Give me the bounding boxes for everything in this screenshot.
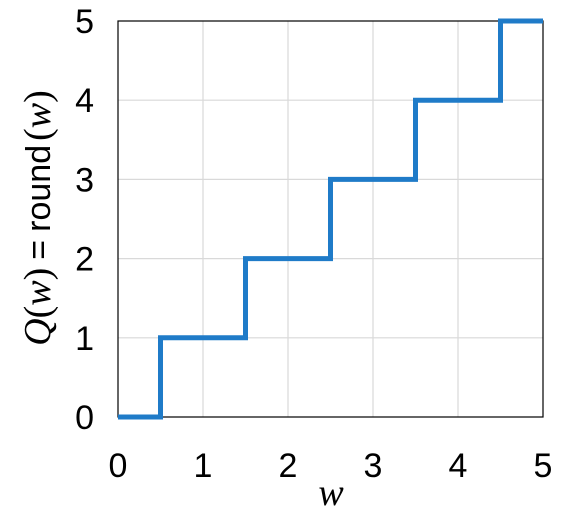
y-label-func: Q [17, 318, 59, 345]
y-tick-label: 3 [75, 161, 94, 199]
x-tick-label: 0 [109, 447, 128, 485]
y-tick-labels: 0 1 2 3 4 5 [75, 3, 94, 437]
series-layer [118, 18, 543, 420]
y-label-lparen: ( [17, 306, 59, 319]
y-label-equals: = [20, 240, 58, 260]
y-tick-label: 4 [75, 82, 94, 120]
y-label-rparen: ) [17, 268, 59, 281]
x-tick-label: 5 [534, 447, 553, 485]
y-tick-label: 0 [75, 399, 94, 437]
y-tick-label: 2 [75, 241, 94, 279]
y-label-rparen2: ) [17, 90, 59, 103]
y-label-var2: w [17, 102, 59, 128]
x-tick-label: 2 [279, 447, 298, 485]
x-tick-label: 3 [364, 447, 383, 485]
svg-text:Q(w)=round(w): Q(w)=round(w) [17, 90, 59, 346]
series-line [118, 18, 543, 420]
x-tick-label: 4 [449, 447, 468, 485]
x-tick-labels: 0 1 2 3 4 5 [109, 447, 553, 485]
y-tick-label: 5 [75, 3, 94, 41]
y-label-lparen2: ( [17, 128, 59, 141]
x-axis-label: w [318, 472, 344, 514]
y-axis-label: Q(w)=round(w) [17, 90, 59, 346]
y-tick-label: 1 [75, 320, 94, 358]
y-label-var: w [17, 280, 59, 306]
plot-frame [117, 20, 544, 418]
y-label-op: round [20, 145, 58, 232]
x-tick-label: 1 [194, 447, 213, 485]
